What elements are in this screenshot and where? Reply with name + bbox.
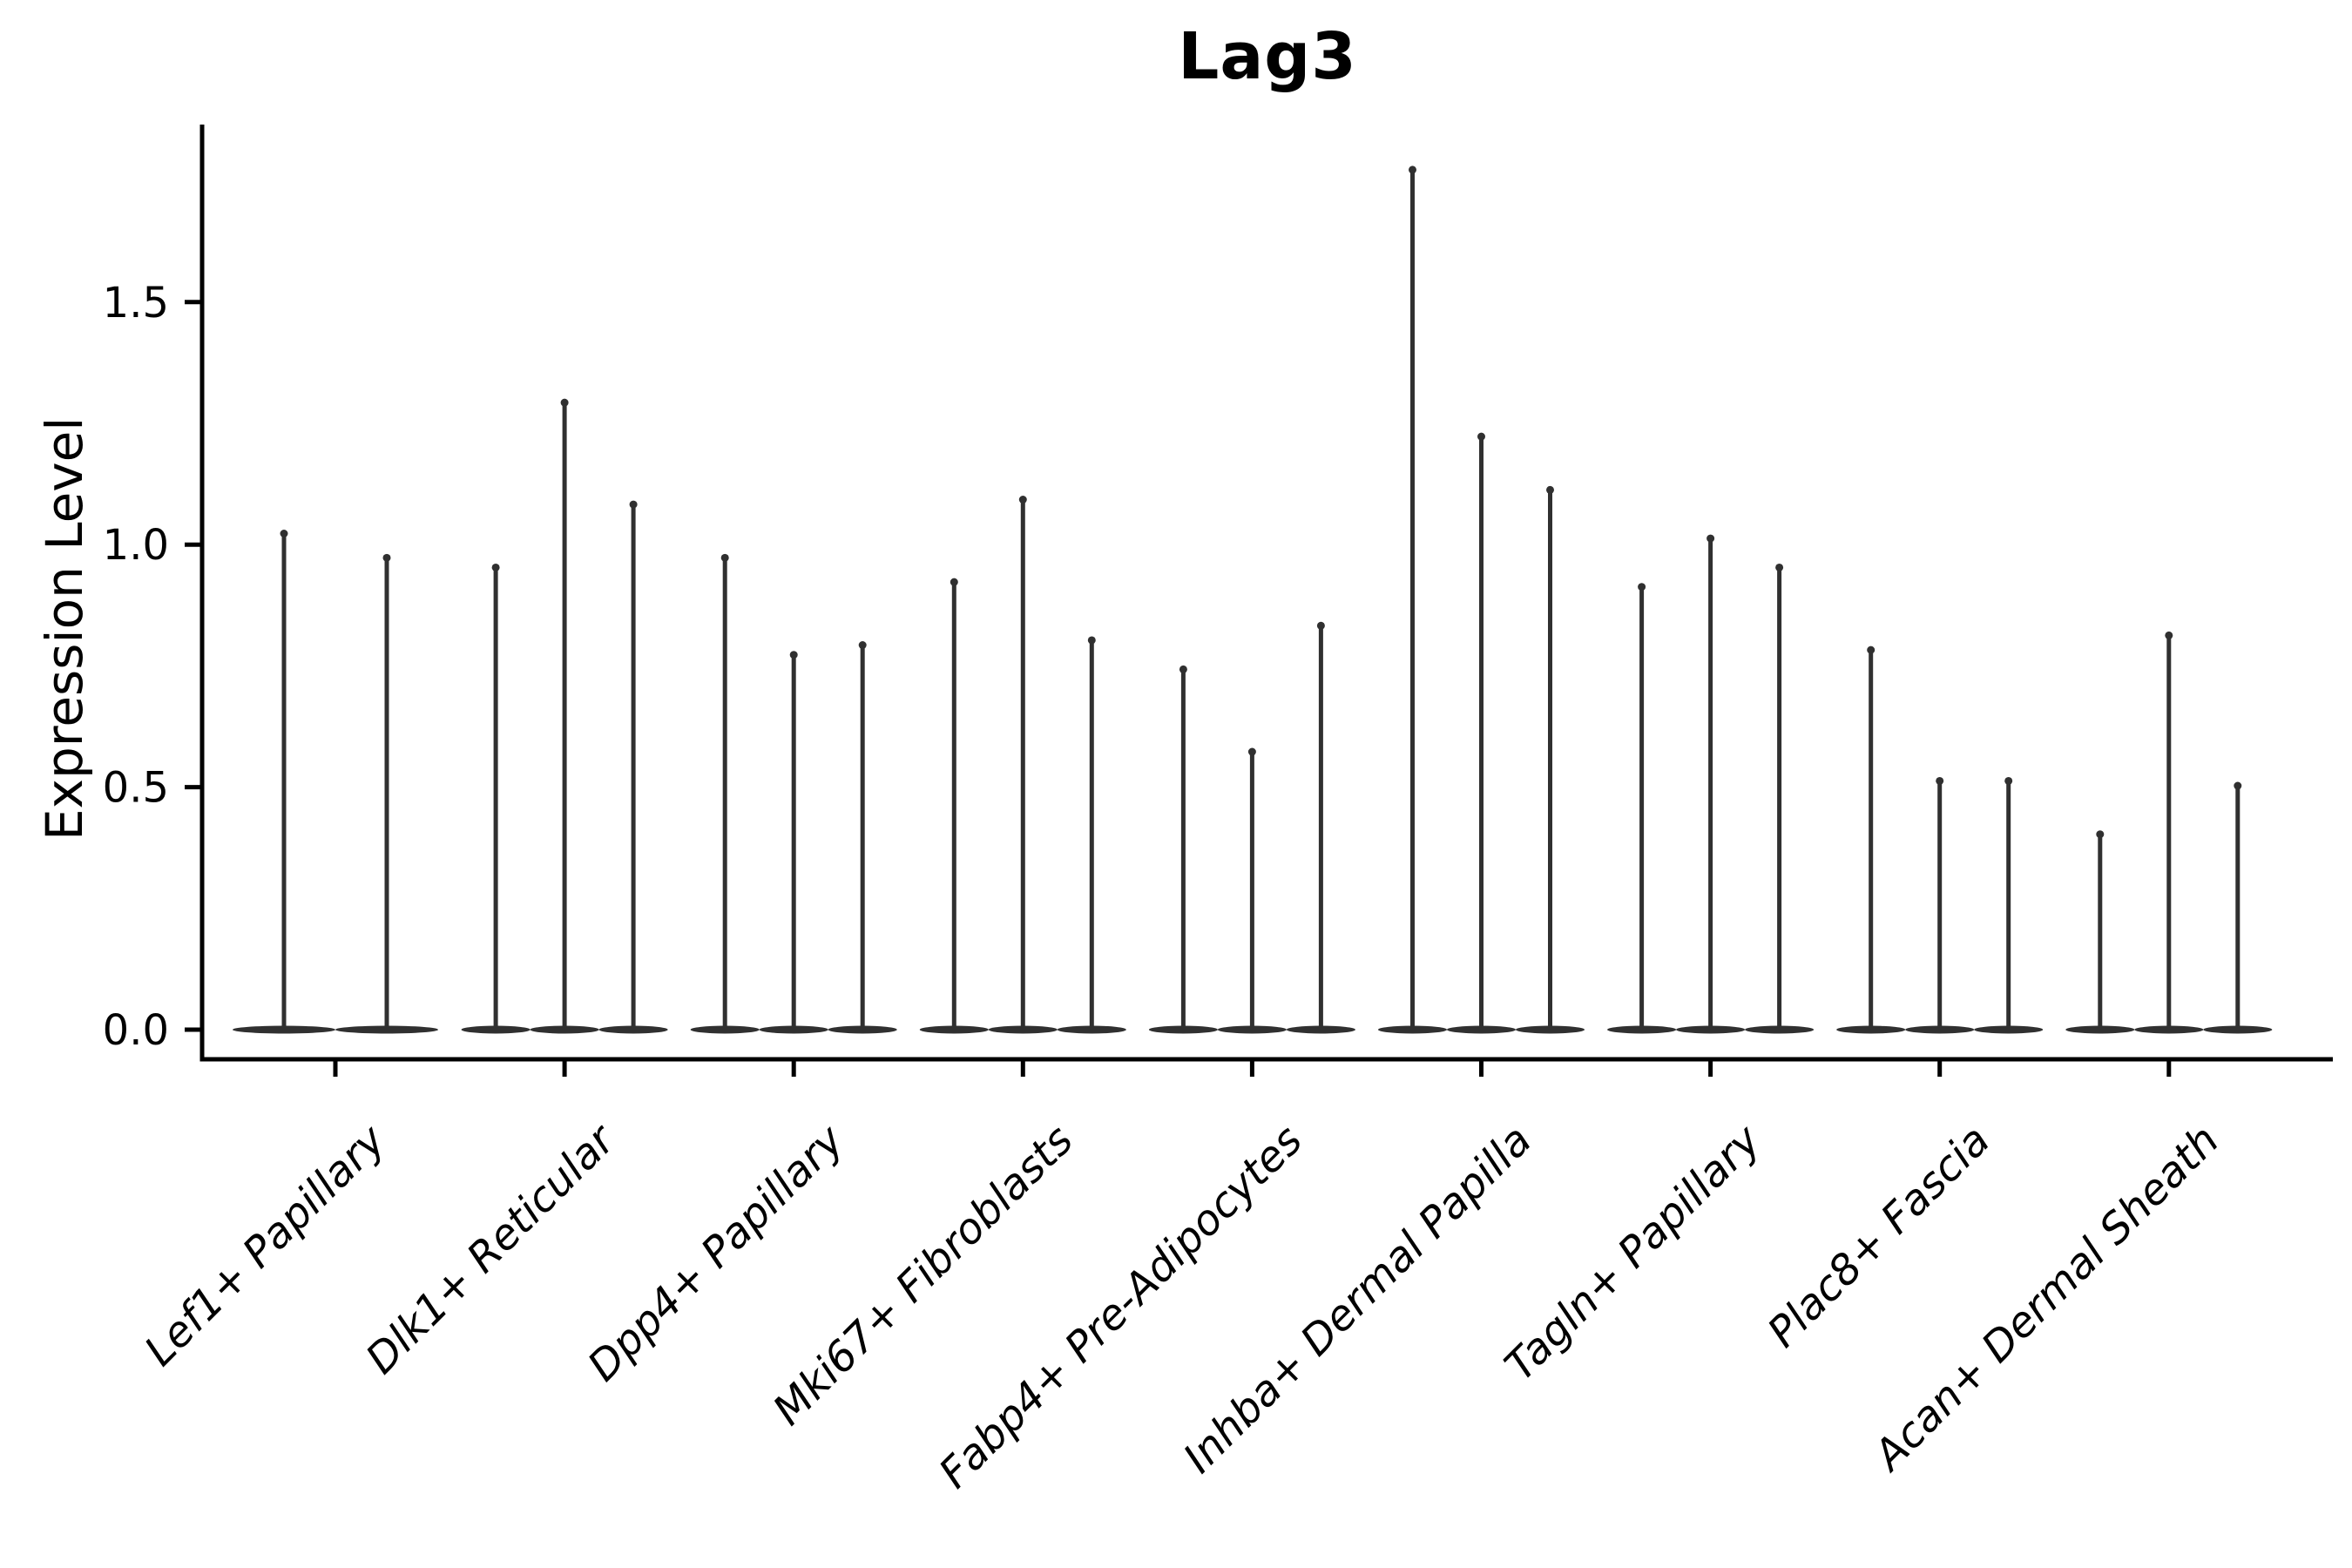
violin-spike-tip xyxy=(1087,636,1096,645)
violin-spike-tip xyxy=(858,641,867,650)
violin-spike-tip xyxy=(1638,583,1646,591)
violin-spike-tip xyxy=(1546,485,1554,494)
violin-spike-tip xyxy=(789,651,798,659)
chart-title: Lag3 xyxy=(1178,19,1357,94)
x-tick-label: Fabp4+ Pre-Adipocytes xyxy=(929,1116,1312,1498)
y-tick-label: 1.5 xyxy=(103,279,169,328)
violin-spike-tip xyxy=(1316,621,1325,630)
x-tick-label: Dpp4+ Papillary xyxy=(578,1115,854,1390)
x-tick-label: Lef1+ Papillary xyxy=(135,1115,395,1375)
violin-spike-tip xyxy=(1247,747,1256,756)
violin-spike-tip xyxy=(720,553,729,562)
violin-spike-tip xyxy=(382,553,391,562)
violin-spike-tip xyxy=(1477,432,1485,441)
violin-spike-tip xyxy=(491,563,500,571)
violin-spike-tip xyxy=(2004,776,2013,785)
violin-spike-tip xyxy=(950,578,958,586)
x-tick-label: Dlk1+ Reticular xyxy=(356,1114,626,1384)
violin-spike-tip xyxy=(1179,665,1187,673)
violin-spike-tip xyxy=(1936,776,1944,785)
violin-spike-tip xyxy=(2234,781,2242,790)
violin-spike-tip xyxy=(1409,166,1416,174)
y-tick-label: 0.5 xyxy=(103,764,169,813)
violin-spike-tip xyxy=(2096,830,2105,839)
x-tick-label: Tagln+ Papillary xyxy=(1496,1115,1771,1390)
violin-spike-tip xyxy=(1775,563,1784,571)
x-tick-label: Plac8+ Fascia xyxy=(1759,1116,2000,1357)
violin-spike-tip xyxy=(280,529,288,537)
violin-spike-tip xyxy=(1707,534,1715,543)
violin-spike-tip xyxy=(560,398,569,407)
y-tick-label: 1.0 xyxy=(103,521,169,570)
violin-spike-tip xyxy=(629,500,638,509)
violin-spike-tip xyxy=(2165,631,2173,639)
violin-spike-tip xyxy=(1018,496,1027,504)
violin-spike-tip xyxy=(1867,645,1876,654)
y-tick-label: 0.0 xyxy=(103,1006,169,1055)
